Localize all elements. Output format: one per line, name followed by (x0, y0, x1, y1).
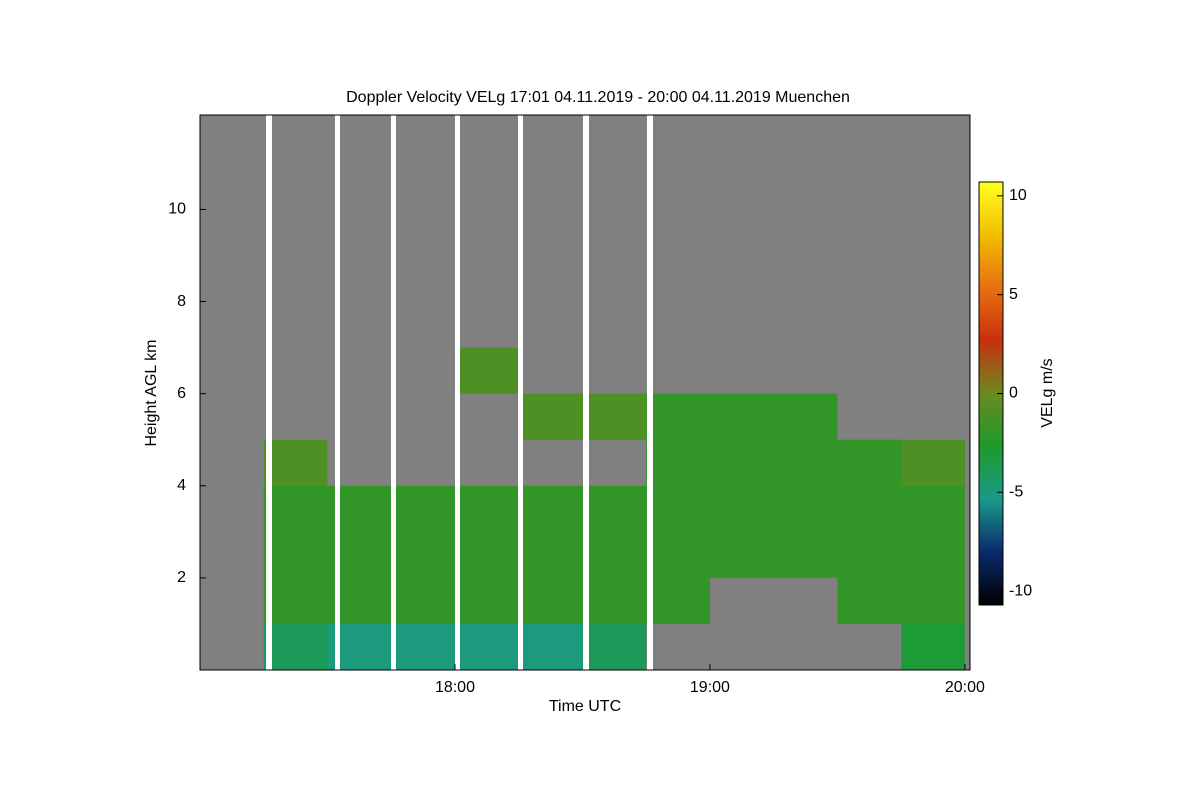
cell (773, 485, 838, 532)
gap (391, 115, 396, 670)
cell (518, 393, 583, 440)
cell (773, 393, 838, 440)
data-gaps (266, 115, 653, 670)
cell (646, 485, 710, 532)
y-tick-label: 8 (177, 293, 186, 310)
plot-frame (199, 114, 971, 671)
gap (518, 115, 523, 670)
cell (901, 439, 965, 486)
gap (335, 115, 340, 670)
cell (773, 531, 838, 578)
cell (391, 531, 455, 578)
cell (709, 485, 774, 532)
colorbar-tick-label: 5 (1009, 286, 1018, 303)
cell (709, 393, 774, 440)
cell (582, 531, 647, 578)
x-tick-label: 19:00 (690, 679, 730, 696)
cell (263, 485, 328, 532)
cell (901, 485, 965, 532)
chart-title: Doppler Velocity VELg 17:01 04.11.2019 -… (346, 89, 850, 106)
cell (646, 439, 710, 486)
cell (518, 485, 583, 532)
colorbar-tick-label: -10 (1009, 582, 1032, 599)
cell (901, 531, 965, 578)
cell (263, 623, 328, 670)
y-axis-label: Height AGL km (143, 339, 160, 446)
cell (837, 485, 902, 532)
x-tick-label: 20:00 (945, 679, 985, 696)
cell (582, 393, 647, 440)
cell (773, 439, 838, 486)
cell (263, 439, 328, 486)
cell (454, 531, 519, 578)
cell (837, 439, 902, 486)
cell (901, 623, 965, 670)
cell (263, 577, 328, 624)
cell (582, 623, 647, 670)
gap (455, 115, 460, 670)
cell (263, 531, 328, 578)
cell (391, 623, 455, 670)
y-tick-label: 10 (168, 201, 186, 218)
colorbar-tick-label: -5 (1009, 484, 1023, 501)
cell (454, 623, 519, 670)
y-tick-label: 2 (177, 569, 186, 586)
cell (391, 577, 455, 624)
cell (391, 485, 455, 532)
cell (518, 531, 583, 578)
x-tick-label: 18:00 (435, 679, 475, 696)
cell (646, 577, 710, 624)
colorbar-tick-label: 10 (1009, 187, 1027, 204)
cell (901, 577, 965, 624)
cell (582, 485, 647, 532)
cell (518, 623, 583, 670)
cell (454, 347, 519, 394)
cell (582, 577, 647, 624)
cell (646, 393, 710, 440)
x-axis-label: Time UTC (549, 698, 621, 715)
cell (837, 531, 902, 578)
gap (647, 115, 653, 670)
cell (709, 531, 774, 578)
y-tick-label: 4 (177, 477, 186, 494)
cell (454, 485, 519, 532)
cell (709, 439, 774, 486)
cell (646, 531, 710, 578)
cell (454, 577, 519, 624)
colorbar-tick-label: 0 (1009, 385, 1018, 402)
cell (518, 577, 583, 624)
gap (266, 115, 272, 670)
y-tick-label: 6 (177, 385, 186, 402)
gap (583, 115, 589, 670)
colorbar-label: VELg m/s (1039, 358, 1056, 427)
cell (837, 577, 902, 624)
